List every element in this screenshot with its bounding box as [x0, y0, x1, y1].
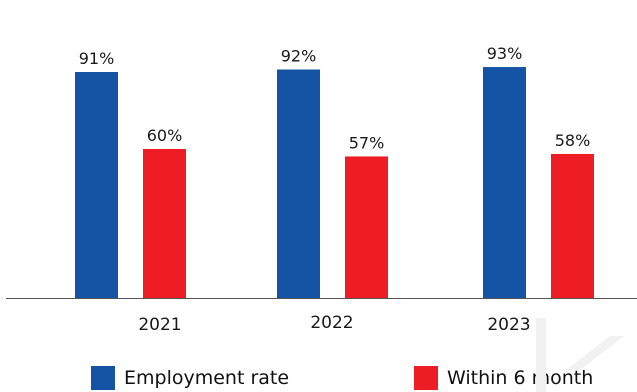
bar-employment-rate-2021 [75, 72, 118, 299]
value-label-employment-rate-2021: 91% [79, 49, 115, 68]
category-label-2023: 2023 [487, 315, 530, 335]
bar-within-6-month-2023 [551, 153, 594, 298]
value-label-employment-rate-2022: 92% [281, 47, 317, 66]
value-label-employment-rate-2023: 93% [487, 44, 523, 63]
legend-label-within-6-month: Within 6 month [447, 367, 594, 389]
legend-swatch-employment-rate [91, 366, 115, 390]
value-label-within-6-month-2023: 58% [555, 131, 591, 150]
category-label-2021: 2021 [138, 315, 181, 335]
legend-item-within-6-month: Within 6 month [414, 366, 593, 390]
legend-swatch-within-6-month [414, 366, 438, 390]
legend-label-employment-rate: Employment rate [124, 367, 290, 389]
category-label-2022: 2022 [310, 313, 353, 333]
category-labels-group: 2021 2022 2023 [138, 313, 530, 335]
legend-item-employment-rate: Employment rate [91, 366, 289, 390]
watermark-logo [536, 318, 624, 392]
bar-employment-rate-2022 [277, 69, 320, 298]
value-label-within-6-month-2022: 57% [349, 133, 385, 152]
bars-group [75, 67, 594, 299]
bar-within-6-month-2021 [143, 148, 186, 298]
value-label-within-6-month-2021: 60% [147, 126, 183, 145]
bar-employment-rate-2023 [483, 67, 526, 298]
value-labels-group: 91% 60% 92% 57% 93% 58% [79, 44, 591, 152]
bar-within-6-month-2022 [345, 156, 388, 298]
legend: Employment rate Within 6 month [0, 366, 637, 392]
